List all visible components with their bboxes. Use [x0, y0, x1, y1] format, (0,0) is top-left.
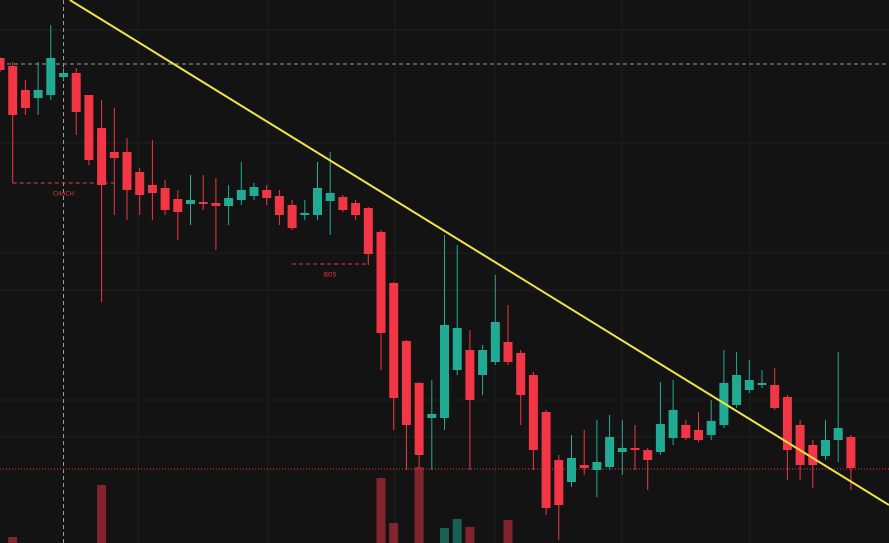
- candle-body: [173, 199, 183, 212]
- candle-body: [8, 66, 18, 115]
- candle-body: [440, 325, 449, 418]
- candle-body: [592, 462, 602, 470]
- candle-body: [694, 430, 703, 440]
- trendline: [69, 0, 889, 506]
- choch-label: CHoCH: [53, 191, 74, 198]
- candle-body: [795, 425, 805, 465]
- candle-body: [71, 73, 81, 112]
- candle-body: [389, 283, 399, 398]
- candle-body: [808, 445, 818, 465]
- volume-bar: [376, 478, 386, 543]
- candle-body: [236, 190, 246, 200]
- volume-bar: [465, 527, 475, 543]
- volume-bar: [8, 537, 18, 543]
- candle-body: [33, 90, 43, 98]
- candle-body: [0, 58, 5, 70]
- candle-body: [186, 200, 195, 204]
- candle-body: [452, 328, 462, 370]
- candle-body: [325, 193, 335, 201]
- volume-bar: [452, 519, 462, 543]
- candle-body: [427, 414, 437, 418]
- candle-body: [249, 187, 259, 196]
- candle-body: [821, 440, 830, 456]
- candle-body: [160, 188, 170, 210]
- candle-body: [401, 341, 411, 425]
- candle-body: [782, 397, 792, 450]
- candle-body: [20, 90, 30, 108]
- candle-body: [528, 375, 538, 450]
- candle-body: [376, 232, 386, 333]
- candle-body: [109, 152, 119, 158]
- candle-body: [668, 410, 678, 438]
- candle-body: [757, 383, 767, 385]
- candle-body: [770, 385, 780, 408]
- candle-body: [655, 424, 665, 452]
- candle-body: [198, 202, 208, 204]
- candle-body: [490, 322, 500, 362]
- candle-body: [478, 350, 488, 375]
- candle-body: [643, 450, 653, 460]
- candle-body: [147, 185, 157, 193]
- candle-body: [541, 412, 551, 508]
- candle-body: [617, 448, 627, 452]
- candle-body: [97, 128, 107, 185]
- candle-body: [706, 421, 716, 435]
- candle-body: [122, 152, 132, 190]
- candle-body: [744, 380, 754, 390]
- volume-bar: [440, 528, 449, 543]
- candle-body: [300, 213, 310, 215]
- candle-body: [630, 448, 640, 450]
- candle-body: [338, 197, 348, 210]
- candle-body: [274, 196, 284, 215]
- candle-body: [833, 428, 843, 440]
- candle-body: [846, 437, 856, 468]
- candle-body: [516, 353, 526, 395]
- candle-body: [59, 73, 68, 77]
- candle-body: [135, 172, 145, 195]
- volume-bar: [414, 467, 424, 543]
- candle-body: [363, 208, 373, 254]
- volume-bar: [97, 485, 107, 543]
- candle-body: [503, 342, 513, 362]
- candle-body: [224, 198, 234, 206]
- candle-body: [465, 350, 475, 400]
- candle-body: [414, 383, 424, 455]
- candle-body: [287, 205, 297, 228]
- candle-body: [46, 58, 56, 95]
- volume-bar: [503, 520, 513, 543]
- candle-body: [313, 188, 322, 215]
- candle-body: [567, 458, 576, 482]
- candle-body: [732, 375, 742, 405]
- volume-bar: [389, 523, 399, 543]
- candle-body: [605, 437, 615, 467]
- candle-body: [84, 95, 94, 160]
- candle-body: [681, 425, 691, 438]
- bos-label: BOS: [324, 272, 337, 279]
- candle-body: [262, 190, 272, 198]
- candle-body: [211, 203, 221, 206]
- candle-body: [351, 203, 361, 215]
- candle-body: [579, 465, 589, 468]
- candle-body: [554, 460, 564, 505]
